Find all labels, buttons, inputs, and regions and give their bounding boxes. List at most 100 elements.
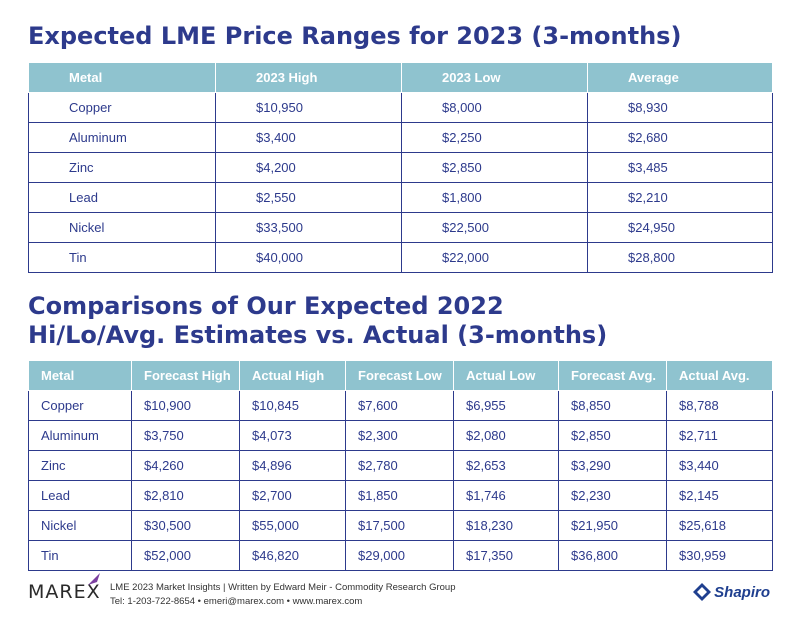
price-cell: $2,780 (345, 450, 454, 481)
table2-title: Comparisons of Our Expected 2022 Hi/Lo/A… (28, 292, 607, 350)
metal-name-cell: Tin (28, 540, 132, 571)
metal-name-cell: Tin (28, 242, 216, 273)
footer-line1: LME 2023 Market Insights | Written by Ed… (110, 582, 456, 593)
price-cell: $2,850 (401, 152, 588, 183)
table2-title-line2: Hi/Lo/Avg. Estimates vs. Actual (3-month… (28, 321, 608, 349)
price-cell: $1,800 (401, 182, 588, 213)
column-header: Average (587, 62, 773, 93)
shapiro-logo-text: Shapiro (714, 583, 770, 601)
price-cell: $10,950 (215, 92, 402, 123)
price-cell: $3,485 (587, 152, 773, 183)
shapiro-emblem-icon (693, 583, 712, 601)
column-header: Actual High (239, 360, 346, 391)
footer: MAREX LME 2023 Market Insights | Written… (28, 573, 772, 611)
expected-prices-table: Metal 2023 High 2023 Low Average Copper $10,… (28, 62, 773, 273)
price-cell: $8,850 (558, 390, 667, 421)
column-header: Forecast Low (345, 360, 454, 391)
price-cell: $2,850 (558, 420, 667, 451)
price-cell: $3,750 (131, 420, 240, 451)
metal-name-cell: Zinc (28, 152, 216, 183)
table-header-row: Metal Forecast High Actual High Forecast Lo… (28, 360, 773, 391)
price-cell: $30,959 (666, 540, 773, 571)
column-header: Forecast High (131, 360, 240, 391)
price-cell: $40,000 (215, 242, 402, 273)
column-header: Metal (28, 62, 216, 93)
column-header: Forecast Avg. (558, 360, 667, 391)
table2-title-line1: Comparisons of Our Expected 2022 (28, 292, 504, 320)
price-cell: $2,145 (666, 480, 773, 511)
column-header: Actual Low (453, 360, 559, 391)
price-cell: $22,000 (401, 242, 588, 273)
metal-name-cell: Lead (28, 182, 216, 213)
table-row: Zinc $4,260 $4,896 $2,780 $2,653 $3,290 $3,440 (28, 450, 773, 481)
price-cell: $52,000 (131, 540, 240, 571)
price-cell: $17,500 (345, 510, 454, 541)
metal-name-cell: Lead (28, 480, 132, 511)
table-row: Tin $52,000 $46,820 $29,000 $17,350 $36,800 $3… (28, 540, 773, 571)
table-row: Zinc $4,200 $2,850 $3,485 (28, 152, 773, 183)
shapiro-logo: Shapiro (693, 583, 770, 601)
price-cell: $4,073 (239, 420, 346, 451)
price-cell: $55,000 (239, 510, 346, 541)
column-header: 2023 Low (401, 62, 588, 93)
price-cell: $24,950 (587, 212, 773, 243)
metal-name-cell: Zinc (28, 450, 132, 481)
price-cell: $2,210 (587, 182, 773, 213)
price-cell: $2,550 (215, 182, 402, 213)
price-cell: $8,930 (587, 92, 773, 123)
price-cell: $2,680 (587, 122, 773, 153)
price-cell: $21,950 (558, 510, 667, 541)
metal-name-cell: Copper (28, 92, 216, 123)
footer-text: LME 2023 Market Insights | Written by Ed… (110, 581, 455, 609)
comparison-table: Metal Forecast High Actual High Forecast Lo… (28, 360, 773, 571)
price-cell: $4,260 (131, 450, 240, 481)
price-cell: $3,440 (666, 450, 773, 481)
price-cell: $29,000 (345, 540, 454, 571)
price-cell: $2,080 (453, 420, 559, 451)
price-cell: $6,955 (453, 390, 559, 421)
column-header: 2023 High (215, 62, 402, 93)
marex-logo-mark-icon (88, 573, 100, 585)
table-row: Lead $2,810 $2,700 $1,850 $1,746 $2,230 $2,145 (28, 480, 773, 511)
price-cell: $10,900 (131, 390, 240, 421)
price-cell: $2,653 (453, 450, 559, 481)
price-cell: $7,600 (345, 390, 454, 421)
price-cell: $2,810 (131, 480, 240, 511)
table-row: Copper $10,950 $8,000 $8,930 (28, 92, 773, 123)
price-cell: $30,500 (131, 510, 240, 541)
column-header: Metal (28, 360, 132, 391)
column-header: Actual Avg. (666, 360, 773, 391)
table-row: Lead $2,550 $1,800 $2,210 (28, 182, 773, 213)
price-cell: $8,788 (666, 390, 773, 421)
metal-name-cell: Nickel (28, 510, 132, 541)
price-cell: $3,400 (215, 122, 402, 153)
price-cell: $22,500 (401, 212, 588, 243)
metal-name-cell: Aluminum (28, 420, 132, 451)
price-cell: $28,800 (587, 242, 773, 273)
table-row: Tin $40,000 $22,000 $28,800 (28, 242, 773, 273)
price-cell: $4,200 (215, 152, 402, 183)
price-cell: $1,850 (345, 480, 454, 511)
table-row: Copper $10,900 $10,845 $7,600 $6,955 $8,850 $8… (28, 390, 773, 421)
price-cell: $17,350 (453, 540, 559, 571)
metal-name-cell: Aluminum (28, 122, 216, 153)
price-cell: $2,700 (239, 480, 346, 511)
table-header-row: Metal 2023 High 2023 Low Average (28, 62, 773, 93)
price-cell: $8,000 (401, 92, 588, 123)
price-cell: $33,500 (215, 212, 402, 243)
price-cell: $2,230 (558, 480, 667, 511)
table1-title: Expected LME Price Ranges for 2023 (3-mo… (28, 22, 682, 50)
price-cell: $36,800 (558, 540, 667, 571)
price-cell: $2,250 (401, 122, 588, 153)
price-cell: $1,746 (453, 480, 559, 511)
metal-name-cell: Nickel (28, 212, 216, 243)
price-cell: $4,896 (239, 450, 346, 481)
price-cell: $2,711 (666, 420, 773, 451)
table-row: Nickel $30,500 $55,000 $17,500 $18,230 $21,95… (28, 510, 773, 541)
table-row: Aluminum $3,400 $2,250 $2,680 (28, 122, 773, 153)
price-cell: $2,300 (345, 420, 454, 451)
footer-line2: Tel: 1-203-722-8654 • emeri@marex.com • … (110, 596, 363, 607)
marex-logo: MAREX (28, 581, 101, 603)
price-cell: $46,820 (239, 540, 346, 571)
table-row: Nickel $33,500 $22,500 $24,950 (28, 212, 773, 243)
